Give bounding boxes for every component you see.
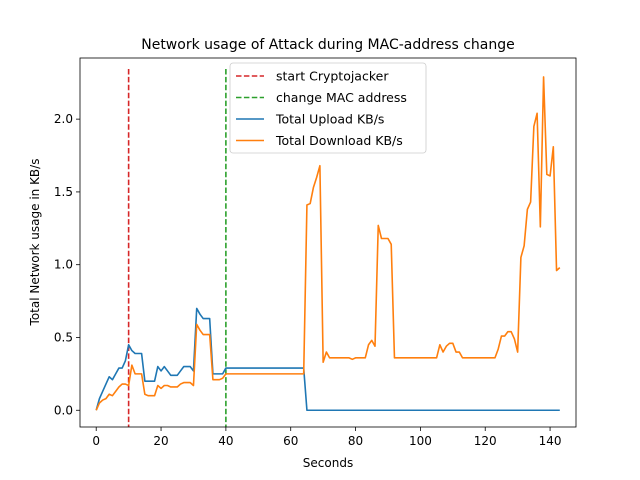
y-tick-label: 0.5 bbox=[54, 330, 73, 344]
axes-frame bbox=[79, 57, 577, 428]
y-axis-title: Total Network usage in KB/s bbox=[28, 159, 42, 327]
series-download-line bbox=[95, 76, 561, 411]
y-tick-label: 1.5 bbox=[54, 185, 73, 199]
x-tick-label: 60 bbox=[283, 434, 298, 448]
x-tick-label: 40 bbox=[218, 434, 233, 448]
x-tick-label: 140 bbox=[539, 434, 562, 448]
legend-box bbox=[229, 62, 427, 154]
y-tick-label: 0.0 bbox=[54, 403, 73, 417]
x-tick-label: 0 bbox=[92, 434, 100, 448]
plot-area: 0 20 40 60 80 100 120 140 0.0 0.5 1.0 1.5 2.0 bbox=[54, 57, 577, 448]
x-tick-label: 120 bbox=[474, 434, 497, 448]
legend-download-label: Total Download KB/s bbox=[275, 133, 403, 148]
chart-title: Network usage of Attack during MAC-addre… bbox=[141, 37, 515, 53]
x-tick-label: 100 bbox=[409, 434, 432, 448]
x-axis-title: Seconds bbox=[303, 456, 353, 470]
y-tick-label: 1.0 bbox=[54, 258, 73, 272]
legend-upload-label: Total Upload KB/s bbox=[275, 112, 384, 127]
series-upload-line bbox=[95, 307, 560, 412]
y-tick-label: 2.0 bbox=[54, 112, 73, 126]
legend-change-mac-address-label: change MAC address bbox=[276, 90, 407, 105]
legend: start Cryptojacker change MAC address Tota… bbox=[229, 62, 427, 154]
x-tick-label: 20 bbox=[153, 434, 168, 448]
x-tick-label: 80 bbox=[348, 434, 363, 448]
legend-start-cryptojacker-label: start Cryptojacker bbox=[276, 69, 389, 84]
